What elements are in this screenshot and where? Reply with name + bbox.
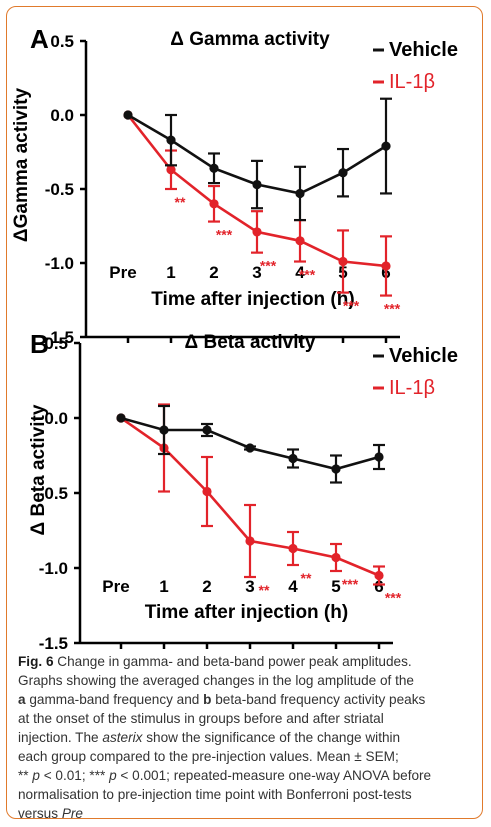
panel-a-vehicle-point bbox=[252, 179, 262, 190]
panel-b-x-tick-label: 4 bbox=[288, 577, 298, 596]
panel-b-x-tick-label: 2 bbox=[202, 577, 211, 596]
panel-b-y-tick-label: 0.5 bbox=[44, 334, 68, 353]
panel-b-significance-star: *** bbox=[342, 576, 359, 592]
panel-a-vehicle-point bbox=[209, 163, 219, 173]
panel-a-x-axis-label: Time after injection (h) bbox=[151, 289, 354, 310]
caption-panel-a: a bbox=[18, 692, 26, 707]
caption-panel-b: b bbox=[203, 692, 212, 707]
panel-a-significance-star: *** bbox=[384, 301, 401, 317]
panel-a-vehicle-point bbox=[381, 141, 391, 151]
caption-fig-label: Fig. 6 bbox=[18, 654, 54, 669]
panel-a-y-tick-label: 0.5 bbox=[50, 32, 74, 51]
panel-b-il1b-point bbox=[374, 570, 384, 581]
panel-a-significance-star: *** bbox=[299, 267, 316, 283]
panel-a-x-tick-label: Pre bbox=[109, 263, 136, 282]
panel-a-x-tick-label: 3 bbox=[252, 263, 261, 282]
panel-b-significance-star: ** bbox=[259, 582, 270, 598]
panel-b-vehicle-point bbox=[116, 413, 126, 423]
panel-a-vehicle-point bbox=[166, 135, 176, 145]
caption-line-7a: ** bbox=[18, 768, 33, 783]
panel-b-x-tick-label: 1 bbox=[159, 577, 168, 596]
figure-charts: A Δ Gamma activity 0.5 0.0 -0.5 -1.0 -1.5 Pre 1 2… bbox=[11, 24, 458, 650]
panel-b-il1b-point bbox=[202, 486, 212, 497]
panel-b-legend-il1b-label: IL-1β bbox=[389, 377, 435, 399]
caption-line-9a: versus bbox=[18, 806, 62, 821]
panel-b-il1b-point bbox=[288, 543, 298, 554]
caption-asterix: asterix bbox=[102, 730, 143, 745]
panel-a-significance-star: *** bbox=[343, 298, 360, 314]
panel-a-title: Δ Gamma activity bbox=[170, 29, 330, 50]
figure-caption: Fig. 6 Change in gamma- and beta-band po… bbox=[18, 652, 473, 823]
panel-a-il1b-point bbox=[209, 199, 219, 209]
panel-b-vehicle-point bbox=[202, 425, 212, 435]
panel-a-y-tick-label: -0.5 bbox=[45, 180, 74, 199]
panel-b-vehicle-point bbox=[159, 425, 169, 435]
panel-b-y-tick-label: -0.5 bbox=[39, 484, 68, 503]
panel-a-il1b-point bbox=[381, 261, 391, 271]
panel-b-vehicle-point bbox=[331, 464, 341, 474]
panel-b-y-tick-label: -1.5 bbox=[39, 634, 68, 650]
panel-b-legend-vehicle-label: Vehicle bbox=[389, 345, 458, 367]
panel-b-x-tick-label: 5 bbox=[331, 577, 340, 596]
panel-a-letter: A bbox=[30, 24, 49, 54]
panel-b-x-tick-label: 6 bbox=[374, 577, 383, 596]
panel-a-legend-vehicle-label: Vehicle bbox=[389, 39, 458, 61]
panel-a-y-tick-label: -1.5 bbox=[45, 328, 74, 347]
panel-a-y-axis-label: ΔGamma activity bbox=[11, 88, 32, 243]
panel-b-il1b-point bbox=[245, 536, 255, 546]
panel-a-il1b-point bbox=[295, 236, 305, 246]
panel-b-y-tick-label: -1.0 bbox=[39, 559, 68, 578]
panel-b-y-tick-label: 0.0 bbox=[44, 409, 68, 428]
caption-pre: Pre bbox=[61, 806, 83, 821]
panel-b-significance-star: ** bbox=[301, 570, 312, 586]
caption-p-2: p bbox=[109, 768, 117, 783]
caption-line-6: each group compared to the pre-injection… bbox=[18, 749, 399, 764]
panel-b-vehicle-point bbox=[374, 452, 384, 462]
panel-a-x-tick-label: 1 bbox=[166, 263, 175, 282]
panel-b-x-axis-label: Time after injection (h) bbox=[145, 602, 348, 623]
panel-a-y-tick-label: -1.0 bbox=[45, 254, 74, 273]
panel-a-il1b-point bbox=[166, 165, 176, 175]
panel-b-x-tick-label: Pre bbox=[102, 577, 129, 596]
panel-a-significance-star: *** bbox=[260, 258, 277, 274]
panel-b-vehicle-point bbox=[245, 443, 255, 453]
caption-line-1: Change in gamma- and beta-band power pea… bbox=[53, 654, 412, 669]
figure-frame bbox=[6, 6, 483, 819]
panel-a-x-tick-label: 2 bbox=[209, 263, 218, 282]
caption-line-7c: < 0.01; *** bbox=[39, 768, 110, 783]
caption-line-8: normalisation to pre-injection time poin… bbox=[18, 787, 412, 802]
panel-a-legend-il1b-label: IL-1β bbox=[389, 71, 435, 93]
caption-line-5c: show the significance of the change with… bbox=[142, 730, 401, 745]
panel-b-vehicle-point bbox=[288, 453, 298, 464]
panel-a-vehicle-point bbox=[123, 110, 133, 120]
caption-line-7e: < 0.001; repeated-measure one-way ANOVA … bbox=[116, 768, 432, 783]
panel-b-il1b-point bbox=[331, 552, 341, 563]
caption-line-5a: injection. The bbox=[18, 730, 103, 745]
panel-b-letter: B bbox=[30, 329, 49, 359]
panel-b-x-tick-label: 3 bbox=[245, 577, 254, 596]
panel-a-vehicle-point bbox=[295, 188, 305, 199]
panel-a-y-tick-label: 0.0 bbox=[50, 106, 74, 125]
panel-a-vehicle-point bbox=[338, 168, 348, 178]
panel-b-significance-star: *** bbox=[385, 590, 402, 606]
panel-b-y-axis-label: Δ Beta activity bbox=[28, 404, 49, 535]
panel-a-x-tick-label: 4 bbox=[295, 263, 305, 282]
panel-b-title: Δ Beta activity bbox=[185, 332, 316, 353]
panel-a-significance-star: ** bbox=[175, 194, 186, 210]
panel-a-il1b-point bbox=[252, 227, 262, 237]
caption-line-3d: beta-band frequency activity peaks bbox=[211, 692, 426, 707]
panel-a-significance-star: *** bbox=[216, 227, 233, 243]
panel-a-il1b-point bbox=[338, 256, 348, 267]
caption-line-4: at the onset of the stimulus in groups b… bbox=[18, 711, 384, 726]
caption-line-2: Graphs showing the averaged changes in t… bbox=[18, 673, 414, 688]
caption-p-1: p bbox=[32, 768, 40, 783]
caption-line-3b: gamma-band frequency and bbox=[25, 692, 204, 707]
